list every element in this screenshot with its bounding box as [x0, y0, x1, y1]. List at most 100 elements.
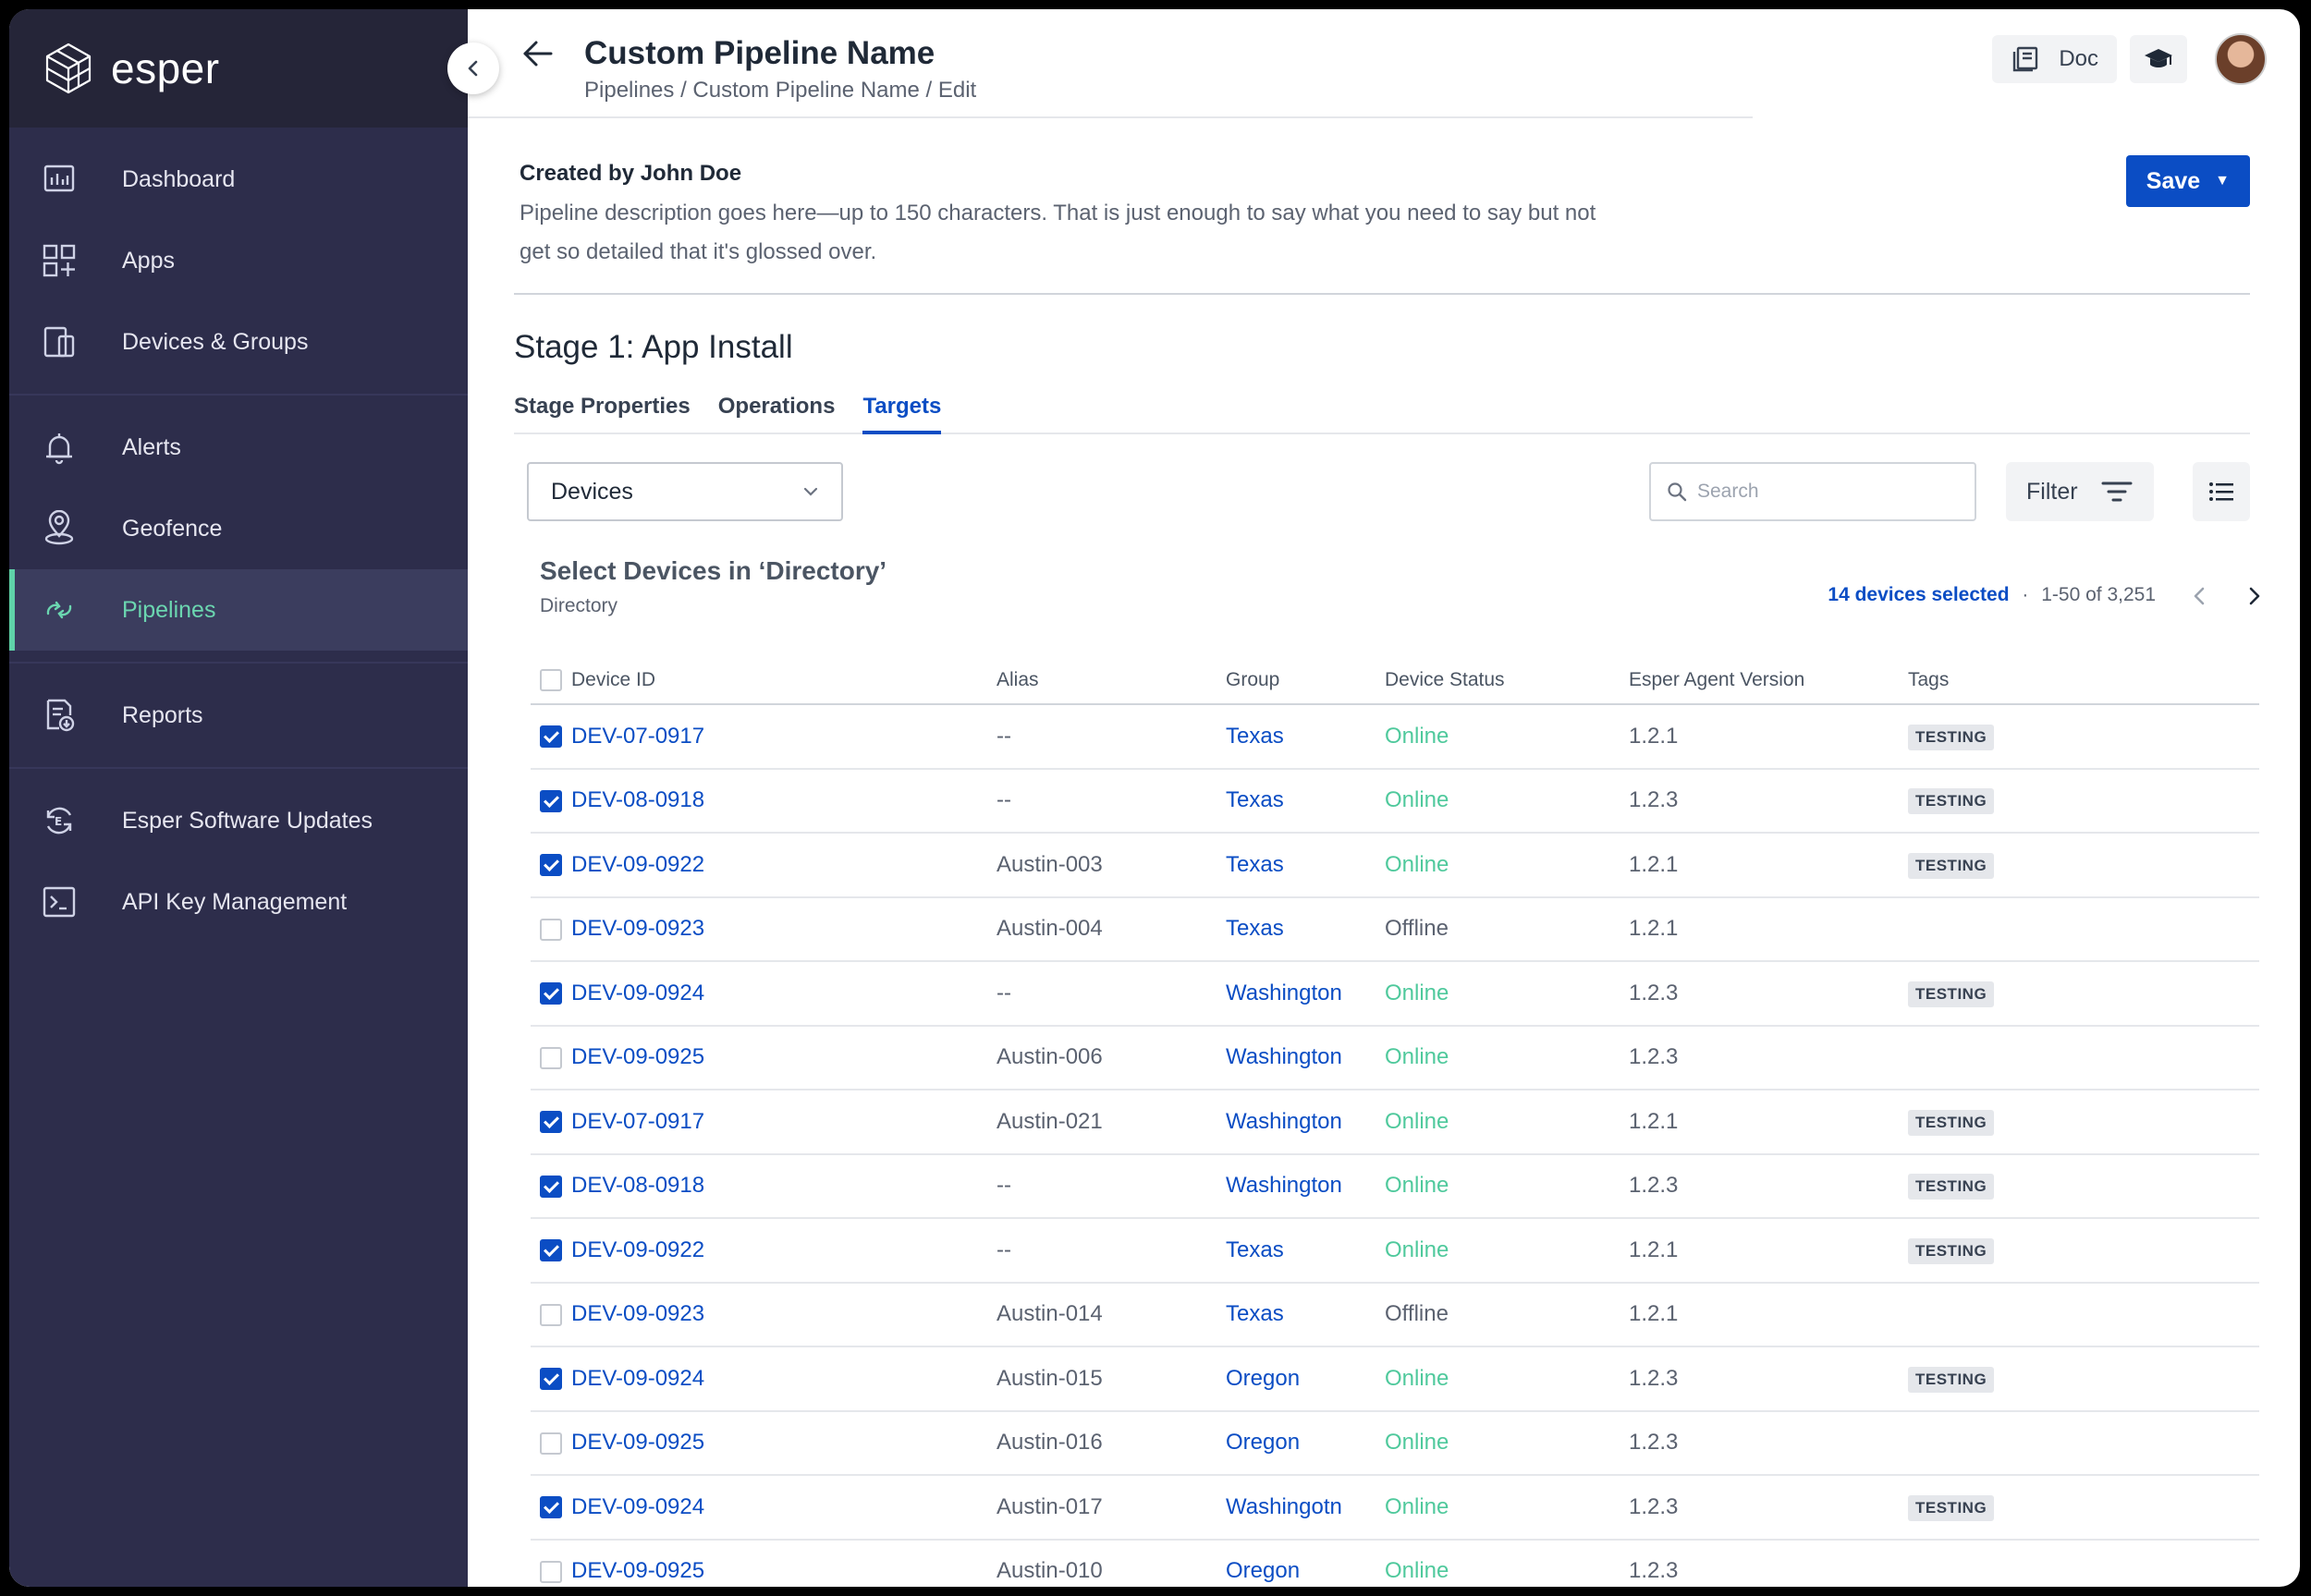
- device-id-link[interactable]: DEV-09-0923: [571, 916, 705, 942]
- list-view-button[interactable]: [2193, 462, 2250, 521]
- sidebar-item-reports[interactable]: Reports: [9, 675, 468, 756]
- column-header-device-status[interactable]: Device Status: [1385, 656, 1629, 705]
- table-row[interactable]: DEV-09-0924 -- Washington Online 1.2.3 TESTIN…: [531, 961, 2259, 1027]
- device-id-link[interactable]: DEV-07-0917: [571, 1108, 705, 1134]
- back-arrow-icon[interactable]: [520, 35, 556, 72]
- group-cell: Washington: [1226, 1153, 1385, 1219]
- device-id-link[interactable]: DEV-08-0918: [571, 1173, 705, 1199]
- device-id-cell: DEV-07-0917: [571, 1090, 997, 1155]
- collapse-sidebar-button[interactable]: [447, 43, 499, 94]
- group-link[interactable]: Washington: [1226, 980, 1342, 1005]
- row-checkbox[interactable]: [540, 1560, 562, 1583]
- row-checkbox[interactable]: [540, 1046, 562, 1069]
- row-checkbox[interactable]: [540, 1111, 562, 1134]
- sidebar-item-dashboard[interactable]: Dashboard: [9, 139, 468, 220]
- row-checkbox[interactable]: [540, 1239, 562, 1262]
- device-id-link[interactable]: DEV-09-0924: [571, 1493, 705, 1519]
- device-id-link[interactable]: DEV-09-0924: [571, 980, 705, 1005]
- table-row[interactable]: DEV-07-0917 Austin-021 Washington Online 1.2…: [531, 1090, 2259, 1155]
- target-type-dropdown[interactable]: Devices: [527, 462, 843, 521]
- table-row[interactable]: DEV-09-0925 Austin-010 Oregon Online 1.2.3: [531, 1539, 2259, 1587]
- row-select-cell: [531, 1025, 571, 1090]
- row-checkbox[interactable]: [540, 789, 562, 812]
- device-id-link[interactable]: DEV-09-0925: [571, 1430, 705, 1456]
- group-link[interactable]: Texas: [1226, 1301, 1284, 1327]
- search-input[interactable]: Search: [1649, 462, 1976, 521]
- table-row[interactable]: DEV-09-0924 Austin-017 Washingotn Online 1.2…: [531, 1475, 2259, 1541]
- sidebar-item-apps[interactable]: Apps: [9, 220, 468, 301]
- group-link[interactable]: Washington: [1226, 1044, 1342, 1070]
- select-all-checkbox[interactable]: [540, 668, 562, 691]
- sidebar-item-devices-groups[interactable]: Devices & Groups: [9, 301, 468, 383]
- sidebar-item-alerts[interactable]: Alerts: [9, 407, 468, 488]
- row-checkbox[interactable]: [540, 725, 562, 749]
- sidebar-item-esper-software-updates[interactable]: E Esper Software Updates: [9, 780, 468, 861]
- table-row[interactable]: DEV-09-0925 Austin-006 Washington Online 1.2…: [531, 1025, 2259, 1090]
- device-id-link[interactable]: DEV-09-0922: [571, 851, 705, 877]
- group-link[interactable]: Texas: [1226, 723, 1284, 749]
- version-cell: 1.2.3: [1629, 1025, 1908, 1090]
- sidebar-item-geofence[interactable]: Geofence: [9, 488, 468, 569]
- save-button[interactable]: Save ▼: [2125, 155, 2250, 207]
- sidebar-item-pipelines[interactable]: Pipelines: [9, 569, 468, 651]
- filter-button[interactable]: Filter: [2006, 462, 2154, 521]
- group-link[interactable]: Oregon: [1226, 1365, 1301, 1391]
- table-row[interactable]: DEV-07-0917 -- Texas Online 1.2.1 TESTING: [531, 704, 2259, 770]
- column-header-esper-agent-version[interactable]: Esper Agent Version: [1629, 656, 1908, 705]
- tab-targets[interactable]: Targets: [862, 386, 942, 434]
- group-link[interactable]: Texas: [1226, 851, 1284, 877]
- group-link[interactable]: Oregon: [1226, 1558, 1301, 1584]
- table-row[interactable]: DEV-08-0918 -- Texas Online 1.2.3 TESTING: [531, 768, 2259, 834]
- table-row[interactable]: DEV-09-0922 Austin-003 Texas Online 1.2.1 TES…: [531, 833, 2259, 898]
- tab-stage-properties[interactable]: Stage Properties: [514, 394, 691, 419]
- academy-button[interactable]: [2130, 35, 2187, 83]
- group-link[interactable]: Washington: [1226, 1108, 1342, 1134]
- group-link[interactable]: Washington: [1226, 1173, 1342, 1199]
- table-row[interactable]: DEV-09-0923 Austin-014 Texas Offline 1.2.1: [531, 1282, 2259, 1347]
- column-header-device-id[interactable]: Device ID: [571, 656, 997, 705]
- device-id-link[interactable]: DEV-08-0918: [571, 787, 705, 813]
- row-checkbox[interactable]: [540, 1368, 562, 1391]
- row-checkbox[interactable]: [540, 854, 562, 877]
- device-id-link[interactable]: DEV-09-0925: [571, 1044, 705, 1070]
- row-checkbox[interactable]: [540, 1303, 562, 1326]
- version-cell: 1.2.3: [1629, 1410, 1908, 1476]
- chevron-right-icon[interactable]: [2241, 582, 2268, 610]
- tags-cell: TESTING: [1908, 768, 2259, 834]
- software-update-icon: E: [41, 802, 78, 839]
- column-header-alias[interactable]: Alias: [997, 656, 1226, 705]
- table-row[interactable]: DEV-09-0922 -- Texas Online 1.2.1 TESTING: [531, 1218, 2259, 1284]
- table-row[interactable]: DEV-09-0925 Austin-016 Oregon Online 1.2.3: [531, 1410, 2259, 1476]
- doc-button[interactable]: Doc: [1992, 35, 2117, 83]
- row-checkbox[interactable]: [540, 918, 562, 941]
- breadcrumb[interactable]: Pipelines / Custom Pipeline Name / Edit: [584, 78, 977, 103]
- group-link[interactable]: Washingotn: [1226, 1493, 1342, 1519]
- row-checkbox[interactable]: [540, 1496, 562, 1519]
- column-header-tags[interactable]: Tags: [1908, 656, 2259, 705]
- row-checkbox[interactable]: [540, 1175, 562, 1198]
- alias-cell: Austin-003: [997, 833, 1226, 898]
- group-link[interactable]: Texas: [1226, 916, 1284, 942]
- alias-cell: Austin-015: [997, 1346, 1226, 1412]
- device-id-link[interactable]: DEV-09-0922: [571, 1237, 705, 1262]
- chevron-left-icon[interactable]: [2185, 582, 2213, 610]
- table-row[interactable]: DEV-09-0923 Austin-004 Texas Offline 1.2.1: [531, 896, 2259, 962]
- row-checkbox[interactable]: [540, 982, 562, 1005]
- column-header-group[interactable]: Group: [1226, 656, 1385, 705]
- status-cell: Online: [1385, 1025, 1629, 1090]
- device-id-link[interactable]: DEV-09-0924: [571, 1365, 705, 1391]
- brand[interactable]: esper: [9, 9, 468, 128]
- user-avatar[interactable]: [2215, 33, 2267, 85]
- device-id-link[interactable]: DEV-09-0925: [571, 1558, 705, 1584]
- group-link[interactable]: Texas: [1226, 787, 1284, 813]
- selected-count[interactable]: 14 devices selected: [1828, 584, 2010, 605]
- device-id-link[interactable]: DEV-07-0917: [571, 723, 705, 749]
- tab-operations[interactable]: Operations: [717, 394, 836, 419]
- group-link[interactable]: Texas: [1226, 1237, 1284, 1262]
- table-row[interactable]: DEV-08-0918 -- Washington Online 1.2.3 TESTIN…: [531, 1153, 2259, 1219]
- device-id-link[interactable]: DEV-09-0923: [571, 1301, 705, 1327]
- row-checkbox[interactable]: [540, 1432, 562, 1455]
- group-link[interactable]: Oregon: [1226, 1430, 1301, 1456]
- table-row[interactable]: DEV-09-0924 Austin-015 Oregon Online 1.2.3 TE…: [531, 1346, 2259, 1412]
- sidebar-item-api-key-management[interactable]: API Key Management: [9, 861, 468, 943]
